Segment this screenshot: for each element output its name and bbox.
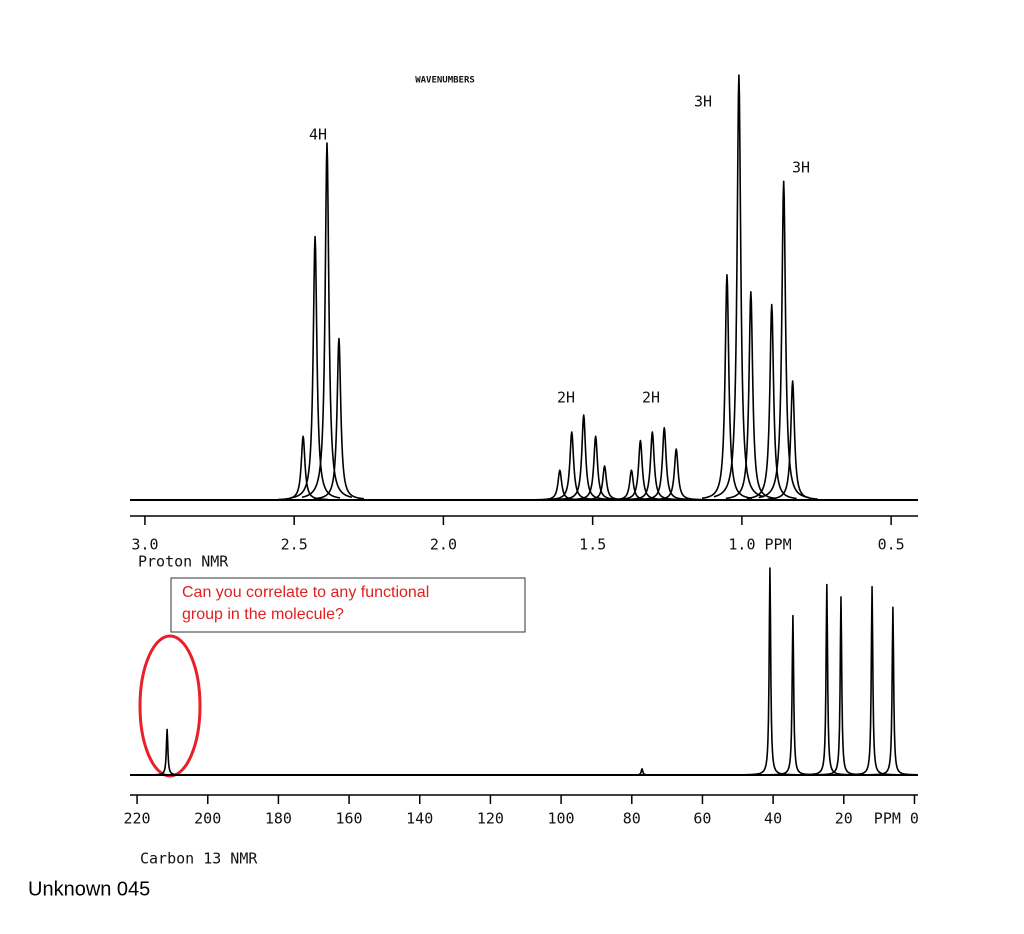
x-tick-label: 120 [477, 810, 504, 828]
peak [616, 767, 668, 776]
peak-annotation: 3H [694, 93, 712, 111]
callout-text: group in the molecule? [182, 606, 344, 623]
peak [713, 74, 765, 498]
peak [638, 426, 690, 501]
peak [767, 380, 818, 500]
peak [141, 728, 193, 776]
x-axis-label: Proton NMR [138, 553, 229, 571]
peak [746, 303, 798, 500]
callout-text: Can you correlate to any functional [182, 584, 429, 601]
peak-annotation: 4H [309, 126, 327, 144]
x-axis-label: Carbon 13 NMR [140, 850, 258, 868]
peak [534, 469, 586, 501]
x-tick-label: 160 [335, 810, 362, 828]
peak [301, 142, 353, 499]
peak [744, 567, 796, 776]
x-tick-label: 220 [123, 810, 150, 828]
peak [289, 235, 341, 499]
x-tick-label: 100 [548, 810, 575, 828]
x-tick-label: 1.0 PPM [728, 536, 791, 554]
peak-annotation: 2H [642, 389, 660, 407]
x-tick-label: 2.5 [281, 536, 308, 554]
x-tick-label: 2.0 [430, 536, 457, 554]
peak [313, 337, 365, 500]
x-tick-label: 140 [406, 810, 433, 828]
x-tick-label: 0.5 [878, 536, 905, 554]
peak [725, 290, 777, 500]
peak-annotation: 2H [557, 389, 575, 407]
highlight-ellipse [138, 634, 202, 778]
peak [767, 614, 819, 776]
x-tick-label: 40 [764, 810, 782, 828]
callout-box [170, 577, 526, 633]
peak [558, 414, 609, 501]
peak [650, 448, 702, 501]
x-tick-label: 180 [265, 810, 292, 828]
peak-annotation: 3H [792, 159, 810, 177]
x-tick-label: 60 [693, 810, 711, 828]
x-tick-label: 1.5 [579, 536, 606, 554]
x-tick-label: 200 [194, 810, 221, 828]
x-tick-label: PPM 0 [874, 810, 919, 828]
peak [801, 583, 853, 776]
spectrum-title: WAVENUMBERS [415, 76, 475, 86]
peak [846, 585, 898, 776]
x-tick-label: 80 [623, 810, 641, 828]
peak [277, 435, 329, 501]
caption: Unknown 045 [28, 878, 150, 900]
peak [867, 606, 919, 776]
peak [627, 431, 678, 501]
x-tick-label: 3.0 [131, 536, 158, 554]
peak [758, 180, 809, 499]
peak [815, 596, 867, 776]
x-tick-label: 20 [835, 810, 853, 828]
peak [701, 273, 753, 500]
